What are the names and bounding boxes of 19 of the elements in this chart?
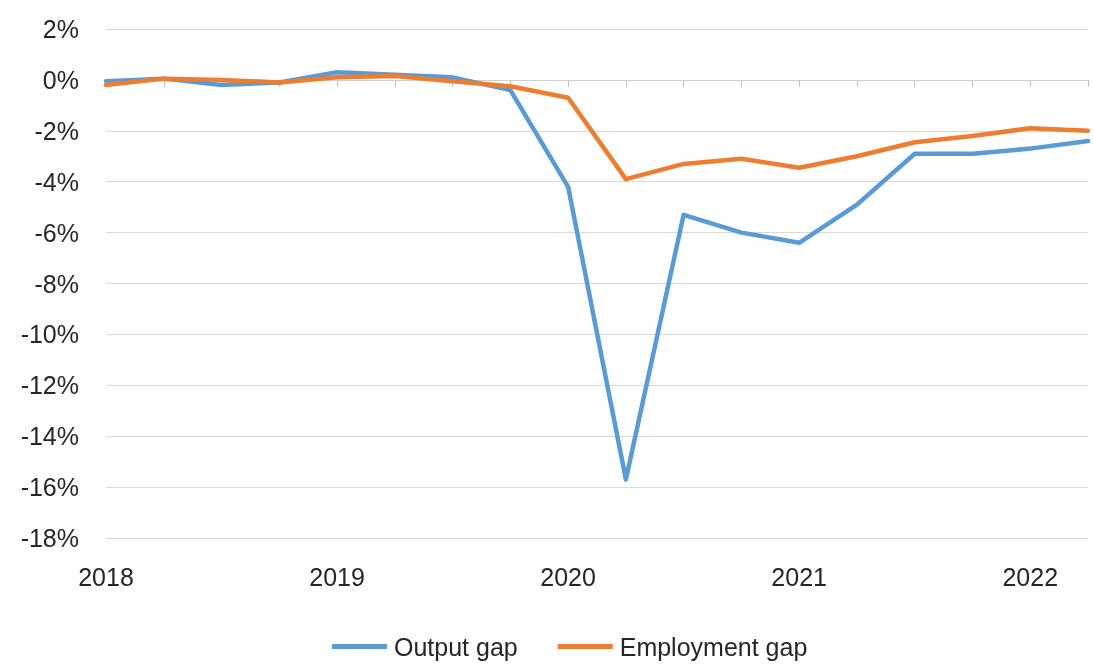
legend-label: Employment gap xyxy=(619,632,808,661)
y-tick-label: -6% xyxy=(34,218,79,247)
x-tick-label: 2021 xyxy=(771,562,827,591)
y-tick-label: 0% xyxy=(42,65,79,94)
line-series xyxy=(103,73,1091,182)
y-tick-label: -2% xyxy=(34,116,79,145)
legend-label: Output gap xyxy=(394,632,518,661)
y-tick-label: -16% xyxy=(20,473,79,502)
y-tick-label: -18% xyxy=(20,524,79,552)
y-tick-label: -8% xyxy=(34,269,79,298)
y-tick-label: -12% xyxy=(20,371,79,400)
x-tick-label: 2022 xyxy=(1002,562,1059,591)
y-tick-label: -14% xyxy=(20,422,79,451)
x-tick-label: 2019 xyxy=(309,562,365,591)
y-tick-label: -4% xyxy=(34,167,79,196)
y-tick-label: -10% xyxy=(20,320,79,349)
y-tick-label: 2% xyxy=(42,15,79,43)
x-tick-label: 2018 xyxy=(78,562,134,591)
x-tick-label: 2020 xyxy=(540,562,596,591)
